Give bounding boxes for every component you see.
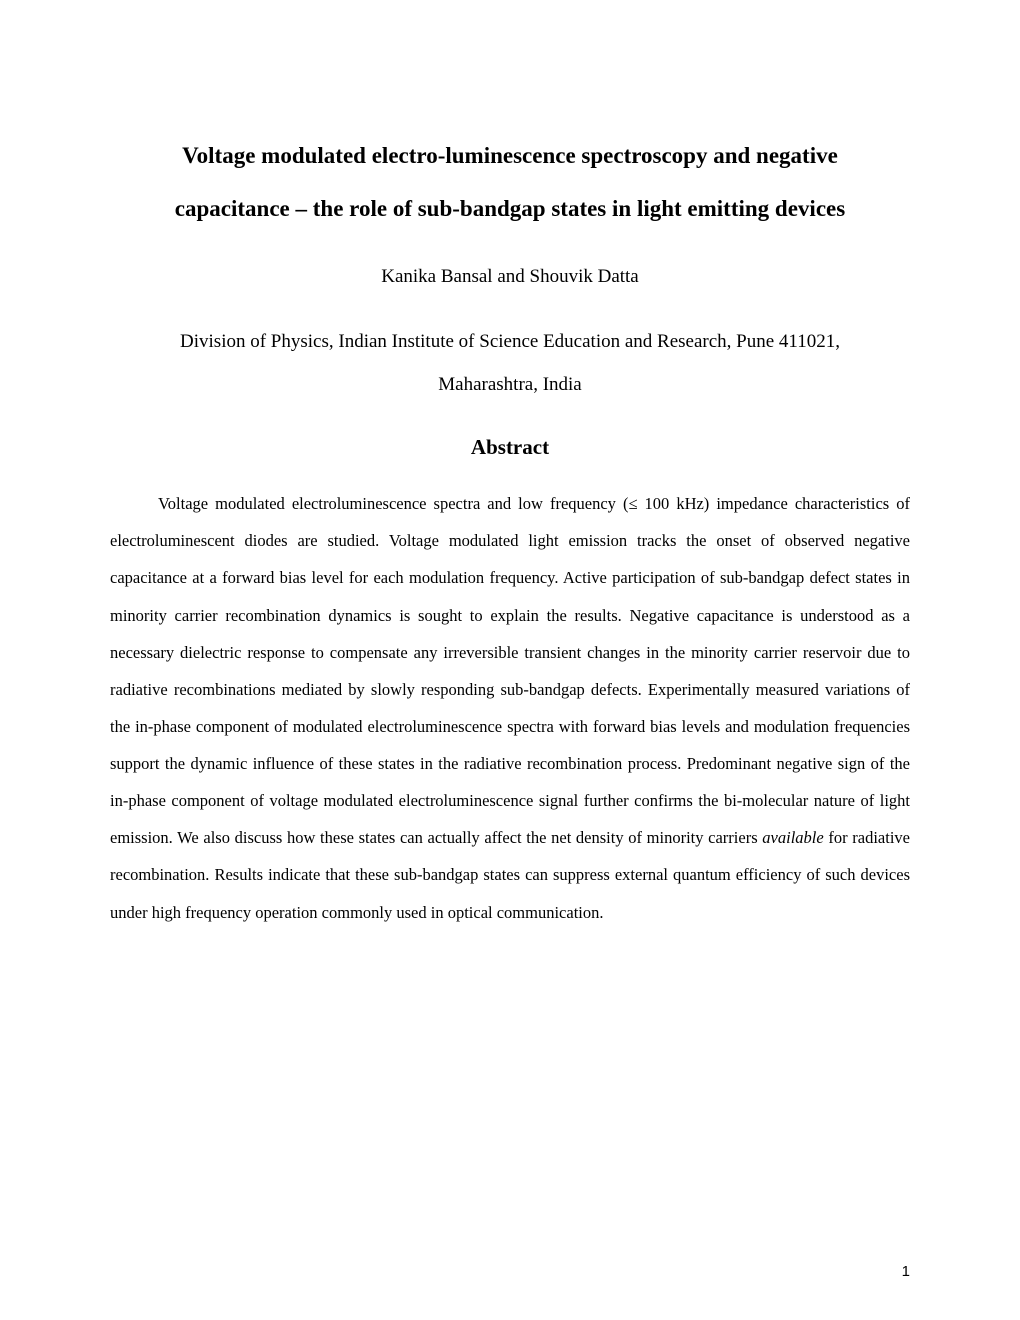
abstract-text-1: Voltage modulated electroluminescence sp… [110, 494, 910, 847]
affiliation-line-2: Maharashtra, India [438, 374, 582, 395]
authors: Kanika Bansal and Shouvik Datta [110, 266, 910, 288]
title-line-2: capacitance – the role of sub-bandgap st… [175, 196, 845, 221]
title-line-1: Voltage modulated electro-luminescence s… [182, 143, 838, 168]
paper-title: Voltage modulated electro-luminescence s… [110, 130, 910, 236]
affiliation: Division of Physics, Indian Institute of… [110, 320, 910, 407]
abstract-heading: Abstract [110, 435, 910, 460]
abstract-body: Voltage modulated electroluminescence sp… [110, 485, 910, 931]
page-number: 1 [902, 1263, 910, 1280]
affiliation-line-1: Division of Physics, Indian Institute of… [180, 331, 840, 352]
abstract-italic-word: available [762, 828, 823, 847]
